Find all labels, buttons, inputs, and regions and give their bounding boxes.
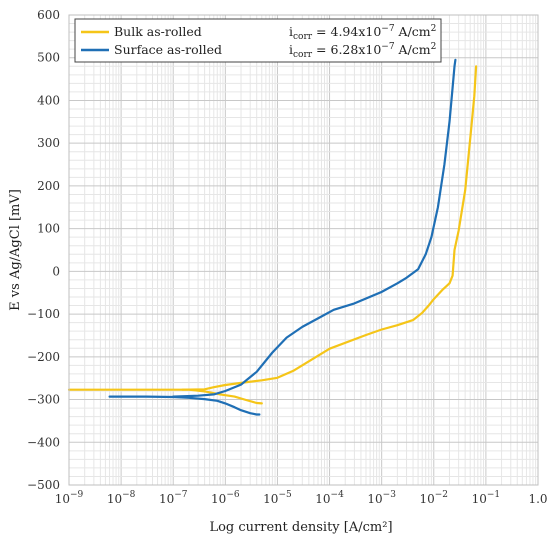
bulk-as-rolled-line-branch-0 [67,388,263,405]
y-tick-label: 200 [37,179,60,193]
legend-box [74,18,442,63]
legend-label-surface: Surface as-rolled [114,42,222,57]
x-tick-label: 10−5 [263,490,292,506]
icorr-symbol: i [289,24,293,39]
icorr-symbol: i [289,42,293,57]
icorr-annotation-surface: icorr = 6.28x10−7 A/cm2 [289,42,436,60]
y-tick-label: −100 [27,307,60,321]
surface-as-rolled-line-branch-0 [108,395,261,416]
icorr-unit-exponent: 2 [431,42,437,52]
icorr-exponent: −7 [381,42,395,52]
y-axis-label: E vs Ag/AgCl [mV] [8,189,23,311]
y-tick-label: 100 [37,222,60,236]
y-tick-label: −200 [27,350,60,364]
grid [69,15,538,485]
series-layer [67,58,478,416]
y-tick-label: 400 [37,93,60,107]
y-tick-label: −500 [27,478,60,492]
x-tick-label: 10−8 [107,490,136,506]
x-tick-label: 10−9 [55,490,84,506]
icorr-value: = 6.28x10 [312,42,381,57]
y-tick-labels: 600 500 400 300 200 100 0 −100 −200 −300 −400 −500 [27,8,60,492]
icorr-subscript: corr [293,50,313,60]
y-tick-label: 600 [37,8,60,22]
icorr-subscript: corr [293,32,313,42]
x-tick-label: 10−4 [315,490,344,506]
x-tick-label: 1.0 [528,492,547,506]
surface-as-rolled-line-branch-1 [172,58,457,398]
icorr-unit: A/cm [395,42,431,57]
y-tick-label: 300 [37,136,60,150]
icorr-unit: A/cm [395,24,431,39]
y-tick-label: −400 [27,435,60,449]
bulk-as-rolled-line-branch-1 [181,65,478,391]
x-axis-label: Log current density [A/cm²] [209,520,392,535]
icorr-value: = 4.94x10 [312,24,381,39]
icorr-exponent: −7 [381,24,395,34]
plot-frame [68,14,539,486]
x-tick-label: 10−6 [211,490,240,506]
x-tick-label: 10−1 [472,490,501,506]
icorr-annotation-bulk: icorr = 4.94x10−7 A/cm2 [289,24,436,42]
x-tick-label: 10−7 [159,490,188,506]
y-tick-label: −300 [27,393,60,407]
legend: Bulk as-rolled Surface as-rolled icorr =… [74,18,442,63]
y-tick-label: 0 [52,264,60,278]
legend-label-bulk: Bulk as-rolled [114,24,202,39]
y-tick-label: 500 [37,51,60,65]
plot-background [69,15,538,485]
x-tick-label: 10−2 [419,490,448,506]
icorr-unit-exponent: 2 [431,24,437,34]
x-tick-label: 10−3 [367,490,396,506]
x-tick-labels: 10−9 10−8 10−7 10−6 10−5 10−4 10−3 10−2 10−1 1.0 [55,490,548,506]
